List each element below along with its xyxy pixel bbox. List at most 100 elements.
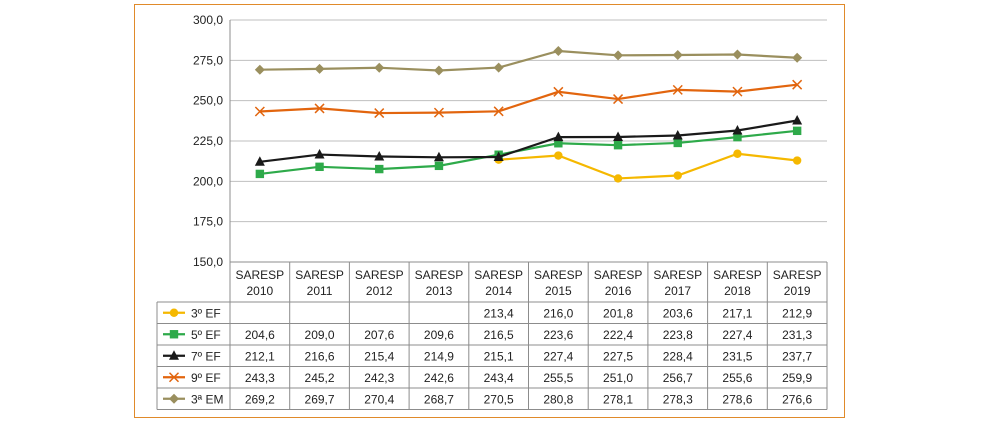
data-point [553,45,564,56]
data-label: 203,6 [663,306,693,320]
data-label: 212,9 [782,306,812,320]
data-label: 255,5 [543,371,573,385]
data-point [613,94,624,105]
legend-marker [169,350,179,360]
data-label: 214,9 [424,349,454,363]
data-point [254,156,265,166]
data-label: 270,5 [484,392,514,406]
category-label: 2015 [545,284,572,298]
data-label: 217,1 [722,306,752,320]
data-label: 237,7 [782,349,812,363]
series-line [259,83,798,115]
data-label: 243,3 [245,371,275,385]
data-point [315,162,324,172]
y-tick-label: 175,0 [193,215,223,229]
line-chart-with-data-table: 150,0 175,0 200,0 225,0 250,0 275,0 300,0 SARES… [156,13,828,410]
data-label: 276,6 [782,392,812,406]
data-point [374,62,385,73]
data-label: 278,1 [603,392,633,406]
category-label: SARESP [474,268,523,282]
data-point [732,125,743,135]
data-label: 268,7 [424,392,454,406]
data-point [732,49,743,60]
data-label: 201,8 [603,306,633,320]
data-label: 242,6 [424,371,454,385]
data-point [672,50,683,61]
category-label: SARESP [773,268,822,282]
data-label: 207,6 [364,328,394,342]
data-label: 269,2 [245,392,275,406]
data-label: 216,5 [484,328,514,342]
y-tick-label: 200,0 [193,174,223,188]
legend-marker [169,308,179,317]
data-point [254,64,265,75]
data-point [672,130,683,140]
data-point [672,84,683,95]
data-label: 231,3 [782,328,812,342]
data-point [314,103,325,114]
data-point [433,151,444,162]
data-label: 209,0 [305,328,335,342]
data-label: 215,4 [364,349,394,363]
data-point [673,138,682,148]
data-point [493,151,504,161]
data-point [553,86,564,97]
data-label: 216,6 [305,349,335,363]
data-label: 212,1 [245,349,275,363]
data-label: 223,8 [663,328,693,342]
data-point [613,140,623,150]
y-tick-label: 150,0 [193,255,223,269]
legend-marker [168,372,180,383]
data-label: 280,8 [543,392,573,406]
data-label: 209,6 [424,328,454,342]
data-label: 278,6 [722,392,752,406]
data-label: 243,4 [484,371,514,385]
y-tick-label: 300,0 [193,13,223,27]
data-point [433,65,444,76]
category-label: 2014 [485,284,512,298]
data-label: 228,4 [663,349,693,363]
data-point [613,50,624,61]
category-label: 2013 [426,284,453,298]
category-label: SARESP [653,268,702,282]
data-point [374,108,385,119]
data-label: 227,4 [722,328,752,342]
data-label: 223,6 [543,328,573,342]
data-point [732,86,743,97]
data-label: 213,4 [484,306,514,320]
data-label: 270,4 [364,392,394,406]
category-label: SARESP [295,268,344,282]
category-label: SARESP [355,268,404,282]
data-label: 227,4 [543,349,573,363]
y-tick-label: 275,0 [193,53,223,67]
series-line [259,119,798,163]
series-line [498,152,798,180]
legend-marker [169,330,179,339]
category-label: SARESP [534,268,583,282]
category-label: 2017 [664,284,691,298]
data-point [554,139,563,148]
series-line [259,129,798,176]
y-tick-label: 250,0 [193,94,223,108]
data-label: 256,7 [663,371,693,385]
data-point [314,149,325,159]
data-label: 242,3 [364,371,394,385]
data-point [792,156,802,165]
category-label: SARESP [236,268,285,282]
data-label: 278,3 [663,392,693,406]
legend-label: 7º EF [191,349,221,363]
data-point [493,62,504,73]
data-label: 255,6 [722,371,752,385]
category-label: 2011 [307,284,333,298]
category-label: 2012 [366,284,393,298]
data-point [733,132,742,142]
data-point [434,161,444,171]
category-label: SARESP [415,268,464,282]
data-point [792,126,802,136]
legend-label: 3ª EM [191,392,223,406]
data-label: 216,0 [543,306,573,320]
data-label: 231,5 [722,349,752,363]
legend-marker [169,393,179,404]
data-point [733,149,742,158]
data-point [374,150,385,161]
